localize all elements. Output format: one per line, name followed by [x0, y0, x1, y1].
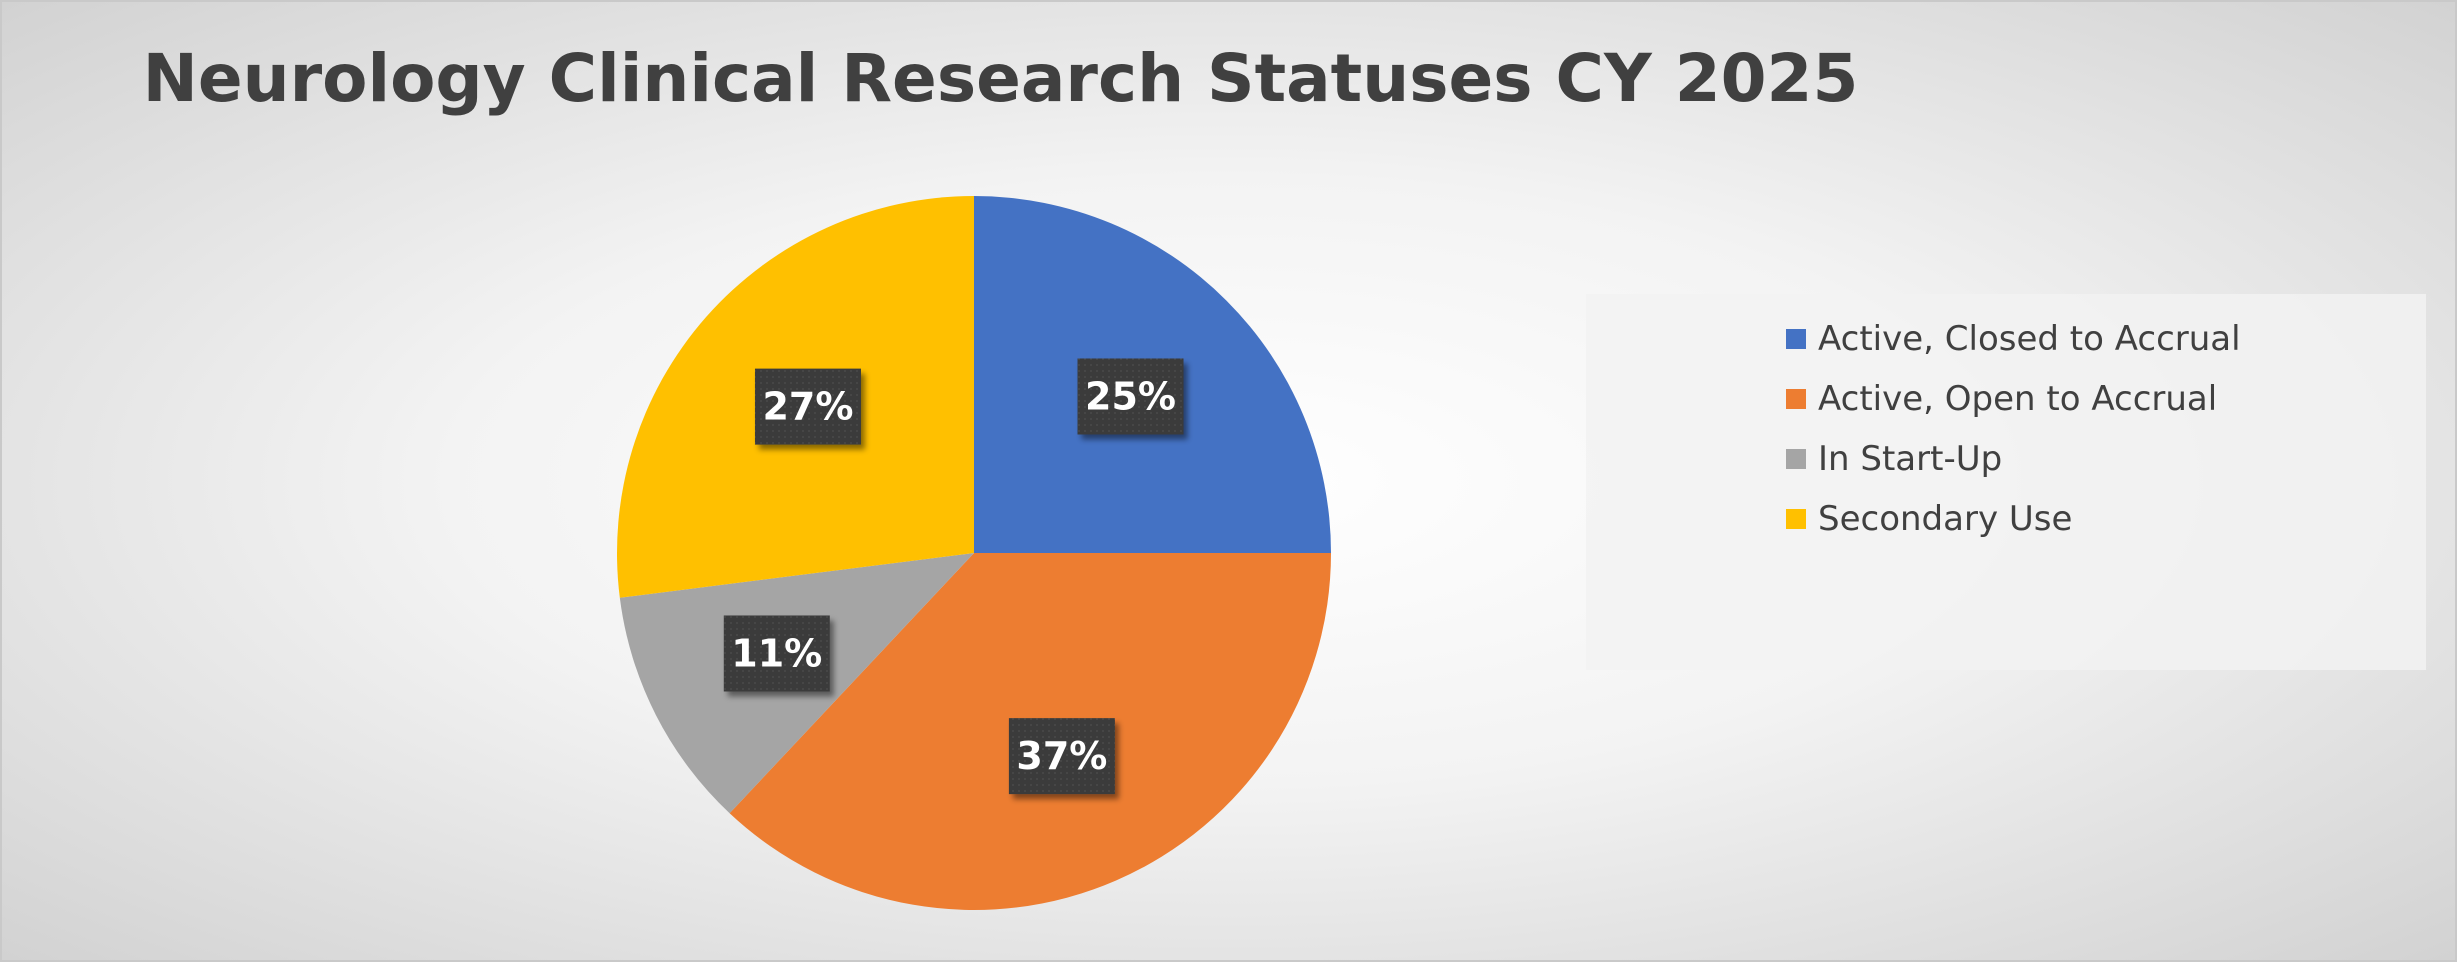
legend-label-secondary-use: Secondary Use: [1818, 499, 2073, 539]
legend-label-in-start-up: In Start-Up: [1818, 439, 2003, 479]
legend-item-in-start-up: In Start-Up: [1786, 434, 2002, 484]
data-label-secondary-use: 27%: [754, 368, 861, 445]
legend-swatch-active-closed: [1786, 329, 1806, 349]
data-label-box-in-start-up: [723, 615, 830, 692]
legend-label-active-closed: Active, Closed to Accrual: [1818, 319, 2241, 359]
data-label-active-closed: 25%: [1077, 358, 1184, 435]
legend-item-secondary-use: Secondary Use: [1786, 494, 2072, 544]
chart-title: Neurology Clinical Research Statuses CY …: [142, 40, 1859, 117]
chart-legend: Active, Closed to Accrual Active, Open t…: [1586, 294, 2426, 670]
data-label-text-in-start-up: 11%: [731, 631, 822, 675]
legend-label-active-open: Active, Open to Accrual: [1818, 379, 2218, 419]
data-label-text-active-closed: 25%: [1085, 374, 1176, 418]
legend-item-active-open: Active, Open to Accrual: [1786, 374, 2217, 424]
legend-swatch-active-open: [1786, 389, 1806, 409]
data-label-in-start-up: 11%: [723, 615, 830, 692]
data-label-box-active-closed: [1077, 358, 1184, 435]
pie-data-labels: 25% 37% 11% 27%: [723, 358, 1184, 795]
pie-slices: [617, 196, 1331, 910]
data-label-box-secondary-use: [754, 368, 861, 445]
data-label-active-open: 37%: [1008, 718, 1115, 795]
legend-swatch-in-start-up: [1786, 449, 1806, 469]
data-label-text-secondary-use: 27%: [762, 385, 853, 429]
data-label-text-active-open: 37%: [1016, 734, 1107, 778]
data-label-box-active-open: [1008, 718, 1115, 795]
legend-item-active-closed: Active, Closed to Accrual: [1786, 314, 2241, 364]
legend-swatch-secondary-use: [1786, 509, 1806, 529]
